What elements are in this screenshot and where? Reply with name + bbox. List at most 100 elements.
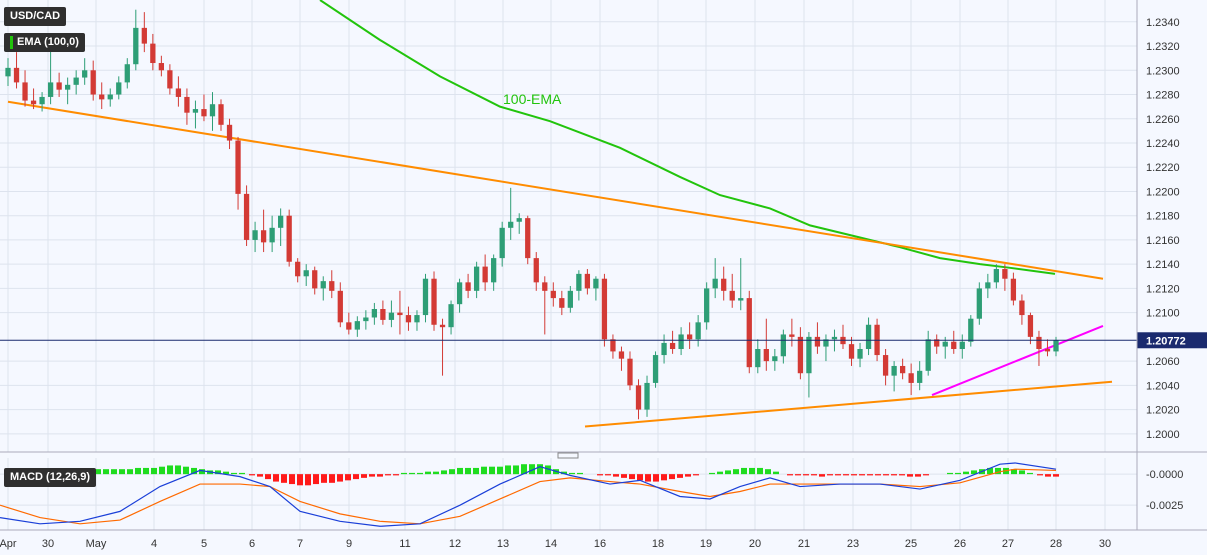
candle: [13, 52, 20, 89]
macd-histogram-bar: [521, 464, 527, 475]
macd-histogram-bar: [835, 474, 841, 476]
candle-body: [269, 227, 275, 243]
y-tick-label: 1.2320: [1146, 41, 1180, 53]
candle: [329, 270, 335, 299]
candle-body: [917, 370, 923, 383]
candles: [5, 9, 1059, 420]
x-tick-label: 5: [201, 538, 207, 550]
candle: [1036, 330, 1042, 366]
candle-body: [831, 336, 838, 340]
candle: [22, 70, 28, 107]
macd-histogram-bar: [875, 474, 881, 476]
macd-histogram-bar: [159, 466, 165, 475]
x-tick-label: Apr: [0, 538, 17, 550]
symbol-badge: USD/CAD: [4, 7, 67, 26]
macd-histogram-bar: [1045, 474, 1051, 477]
candle-body: [346, 322, 352, 330]
candle: [704, 282, 710, 330]
macd-histogram-bar: [995, 467, 1001, 475]
candle-body: [618, 351, 625, 359]
macd-histogram-bar: [795, 474, 801, 476]
candle: [354, 316, 360, 337]
candle-body: [388, 312, 395, 320]
candle: [73, 70, 79, 95]
current-price-line: 1.20772: [0, 332, 1207, 349]
x-tick-label: 18: [652, 538, 664, 550]
macd-histogram-bar: [385, 474, 391, 476]
candle: [491, 254, 497, 291]
candle-body: [329, 281, 335, 291]
trendline-support_pink: [931, 325, 1104, 396]
ema-line: [319, 0, 1056, 275]
macd-histogram-bar: [345, 474, 351, 481]
candle: [278, 208, 284, 246]
y-tick-label: 1.2120: [1146, 283, 1180, 295]
candle-body: [260, 230, 267, 243]
candle: [1002, 264, 1008, 291]
candle: [90, 60, 96, 101]
macd-histogram-bar: [465, 467, 471, 475]
candle: [158, 55, 165, 77]
macd-histogram-bar: [183, 466, 189, 475]
x-tick-label: 11: [399, 538, 410, 550]
candle: [968, 315, 974, 347]
macd-histogram-bar: [231, 472, 237, 475]
candle-body: [13, 67, 20, 83]
candle: [167, 64, 173, 95]
candle-body: [405, 315, 412, 323]
candle-body: [704, 288, 710, 323]
candle-body: [439, 324, 446, 328]
candle-body: [286, 215, 292, 262]
candle: [525, 215, 531, 265]
candle-body: [39, 96, 45, 105]
candle: [30, 88, 37, 110]
candle-body: [158, 63, 165, 71]
macd-histogram-bar: [457, 467, 463, 475]
x-tick-label: 26: [954, 538, 966, 550]
macd-histogram-bar: [859, 474, 865, 476]
macd-histogram-bar: [637, 474, 643, 481]
candle: [976, 282, 982, 325]
candle-body: [371, 309, 378, 318]
x-tick-label: 7: [297, 538, 303, 550]
candle: [746, 290, 752, 374]
macd-histogram-bar: [851, 474, 857, 476]
macd-histogram-bar: [811, 474, 817, 476]
candle: [337, 282, 343, 328]
macd-histogram-bar: [803, 474, 809, 476]
candle-body: [806, 336, 812, 374]
candle: [286, 209, 292, 267]
macd-badge: MACD (12,26,9): [4, 468, 97, 487]
macd-histogram-bar: [425, 471, 431, 475]
macd-y-tick-label: -0.0025: [1146, 500, 1183, 512]
macd-histogram-bar: [95, 469, 101, 475]
candle: [56, 72, 62, 97]
macd-histogram-bar: [987, 467, 993, 475]
candle: [107, 88, 113, 107]
macd-histogram-bar: [787, 474, 793, 476]
macd-histogram-bar: [191, 467, 197, 475]
macd-histogram-bar: [361, 474, 367, 478]
candle-body: [363, 317, 369, 322]
candle-body: [150, 43, 156, 64]
macd-histogram-bar: [143, 467, 149, 475]
candle-body: [763, 348, 769, 362]
candle-body: [712, 278, 718, 289]
macd-histogram-bar: [103, 469, 109, 475]
macd-histogram-bar: [749, 467, 755, 475]
x-tick-label: 16: [594, 538, 606, 550]
candle-body: [1036, 336, 1042, 349]
candle-body: [857, 348, 863, 359]
candle-body: [456, 282, 463, 305]
candle-body: [99, 94, 105, 100]
macd-histogram-bar: [265, 474, 271, 480]
macd-histogram-bar: [613, 474, 619, 477]
candle-body: [397, 312, 403, 316]
candle-body: [1002, 269, 1008, 279]
macd-histogram-bar: [239, 472, 245, 475]
candle-body: [789, 334, 795, 337]
macd-histogram-bar: [433, 471, 439, 475]
candle-body: [899, 365, 906, 374]
candle-body: [976, 288, 982, 319]
